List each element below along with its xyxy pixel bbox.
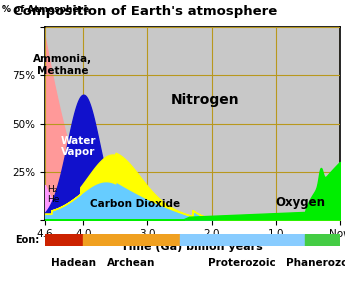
Text: Eon:: Eon: — [16, 235, 40, 245]
Text: Phanerozoic: Phanerozoic — [286, 258, 345, 268]
Text: Nitrogen: Nitrogen — [171, 93, 239, 107]
Text: Water
Vapor: Water Vapor — [60, 136, 96, 157]
X-axis label: Time (Ga) billion years: Time (Ga) billion years — [121, 242, 263, 252]
Text: Carbon Dioxide: Carbon Dioxide — [90, 199, 180, 209]
Text: Oxygen: Oxygen — [275, 196, 325, 209]
Text: H₂
He: H₂ He — [47, 185, 59, 204]
Text: Ammonia,
Methane: Ammonia, Methane — [33, 54, 92, 76]
Bar — [305, 234, 340, 246]
Bar — [83, 234, 179, 246]
Bar — [45, 234, 83, 246]
Text: Archean: Archean — [107, 258, 156, 268]
Text: Proterozoic: Proterozoic — [208, 258, 276, 268]
Text: Composition of Earth's atmosphere: Composition of Earth's atmosphere — [13, 5, 277, 18]
Text: % of Atmosphere: % of Atmosphere — [2, 5, 89, 14]
Text: Hadean: Hadean — [51, 258, 96, 268]
Bar — [179, 234, 305, 246]
